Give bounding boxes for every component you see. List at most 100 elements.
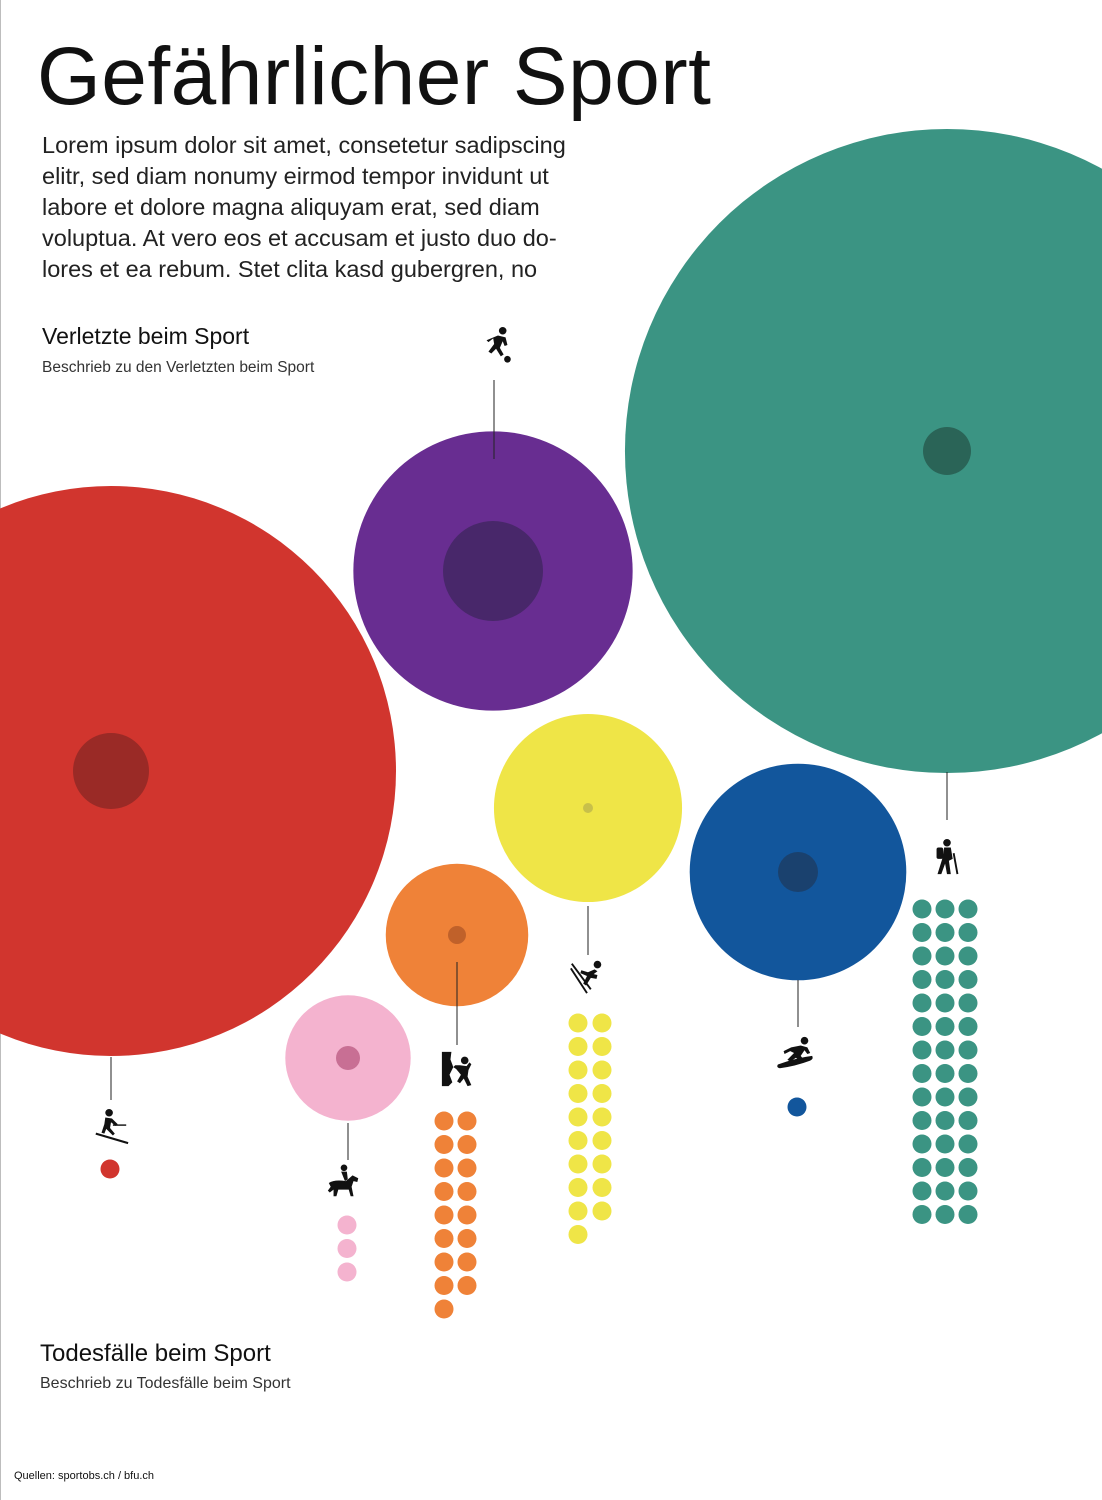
death-dot-hiking: [958, 923, 978, 942]
page-title: Gefährlicher Sport: [37, 31, 712, 122]
death-dot-ski-touring: [568, 1154, 588, 1174]
death-dot-hiking: [935, 1134, 955, 1154]
death-dot-ski-touring: [592, 1037, 612, 1056]
intro-line: voluptua. At vero eos et accusam et just…: [42, 225, 557, 251]
death-dot-hiking: [958, 993, 978, 1013]
inner-dot-football: [443, 521, 543, 621]
skiing-icon: [94, 1108, 130, 1145]
death-dot-climbing: [457, 1229, 477, 1248]
death-dot-hiking: [935, 946, 955, 966]
death-dot-hiking: [958, 1205, 978, 1224]
death-dot-climbing: [434, 1252, 454, 1272]
death-dot-hiking: [912, 1064, 932, 1083]
inner-dot-hiking: [923, 427, 971, 475]
death-dot-hiking: [958, 1017, 978, 1036]
death-dot-climbing: [434, 1111, 454, 1131]
death-dot-hiking: [912, 970, 932, 989]
death-dot-hiking: [912, 1087, 932, 1107]
ski-fall-icon: [569, 959, 603, 995]
death-dot-ski-touring: [592, 1084, 612, 1103]
death-dot-hiking: [935, 1181, 955, 1201]
death-dot-hiking: [958, 1181, 978, 1201]
death-dot-climbing: [457, 1111, 477, 1131]
climbing-icon: [441, 1051, 472, 1087]
injuries-legend-description: Beschrieb zu den Verletzten beim Sport: [42, 359, 315, 376]
death-dot-hiking: [912, 1017, 932, 1036]
inner-dot-ski-touring: [583, 803, 593, 813]
inner-dot-snowboard: [778, 852, 818, 892]
deaths-legend-description: Beschrieb zu Todesfälle beim Sport: [40, 1375, 291, 1392]
death-dot-climbing: [434, 1276, 454, 1295]
deaths-legend-title: Todesfälle beim Sport: [40, 1340, 271, 1367]
death-dot-ski-touring: [568, 1225, 588, 1244]
death-dot-hiking: [958, 1134, 978, 1154]
death-dot-climbing: [457, 1276, 477, 1295]
death-dot-ski-touring: [592, 1131, 612, 1150]
death-dot-horse-riding: [337, 1215, 357, 1235]
injury-bubble-hiking: [625, 129, 1102, 773]
death-dot-ski-touring: [568, 1084, 588, 1103]
death-dot-ski-touring: [568, 1037, 588, 1056]
death-dot-hiking: [935, 923, 955, 942]
inner-dot-horse-riding: [336, 1046, 360, 1070]
death-dot-climbing: [434, 1299, 454, 1319]
injury-bubble-ski: [0, 486, 396, 1056]
intro-text: Lorem ipsum dolor sit amet, consetetur s…: [42, 130, 662, 285]
death-dot-ski-touring: [568, 1178, 588, 1197]
intro-line: Lorem ipsum dolor sit amet, consetetur s…: [42, 132, 566, 158]
death-dot-hiking: [912, 1134, 932, 1154]
death-dot-hiking: [935, 1064, 955, 1083]
intro-line: lores et ea rebum. Stet clita kasd guber…: [42, 256, 538, 282]
death-dot-hiking: [935, 1087, 955, 1107]
horse-riding-icon: [327, 1164, 359, 1197]
death-dot-ski-touring: [592, 1178, 612, 1197]
intro-line: elitr, sed diam nonumy eirmod tempor inv…: [42, 163, 549, 189]
death-dot-ski-touring: [568, 1107, 588, 1127]
death-dot-hiking: [958, 1111, 978, 1130]
death-dot-hiking: [958, 1064, 978, 1083]
death-dot-climbing: [434, 1135, 454, 1154]
death-dot-climbing: [457, 1158, 477, 1178]
death-dot-hiking: [912, 1158, 932, 1177]
football-icon: [486, 326, 511, 363]
death-dot-hiking: [912, 899, 932, 919]
source-note: Quellen: sportobs.ch / bfu.ch: [14, 1470, 155, 1482]
death-dot-hiking: [912, 946, 932, 966]
death-dot-ski-touring: [568, 1060, 588, 1080]
death-dot-hiking: [935, 1111, 955, 1130]
death-dot-hiking: [912, 1040, 932, 1060]
death-dot-hiking: [958, 1087, 978, 1107]
death-dot-hiking: [935, 1017, 955, 1036]
death-dot-hiking: [958, 946, 978, 966]
death-dot-hiking: [935, 1158, 955, 1177]
death-dot-hiking: [912, 1111, 932, 1130]
snowboard-icon: [777, 1036, 813, 1069]
inner-dot-ski: [73, 733, 149, 809]
death-dot-hiking: [958, 1040, 978, 1060]
death-dot-ski-touring: [592, 1154, 612, 1174]
death-dot-ski-touring: [592, 1013, 612, 1033]
intro-line: labore et dolore magna aliquyam erat, se…: [42, 194, 540, 220]
death-dot-hiking: [958, 1158, 978, 1177]
death-dot-climbing: [457, 1182, 477, 1201]
death-dot-horse-riding: [337, 1262, 357, 1282]
death-dot-climbing: [457, 1252, 477, 1272]
death-dot-climbing: [457, 1135, 477, 1154]
death-dot-hiking: [935, 899, 955, 919]
injuries-legend-title: Verletzte beim Sport: [42, 323, 250, 349]
death-dot-snowboard: [787, 1097, 807, 1117]
death-dot-ski-touring: [568, 1013, 588, 1033]
death-dot-ski-touring: [568, 1131, 588, 1150]
death-dot-hiking: [935, 970, 955, 989]
death-dot-climbing: [434, 1158, 454, 1178]
death-dot-horse-riding: [337, 1239, 357, 1258]
death-dot-climbing: [434, 1182, 454, 1201]
death-dot-ski: [100, 1159, 120, 1179]
hiking-icon: [935, 838, 959, 876]
death-dot-climbing: [434, 1205, 454, 1225]
death-dot-ski-touring: [592, 1107, 612, 1127]
death-dot-hiking: [935, 993, 955, 1013]
death-dot-climbing: [457, 1205, 477, 1225]
death-dot-hiking: [912, 1205, 932, 1224]
